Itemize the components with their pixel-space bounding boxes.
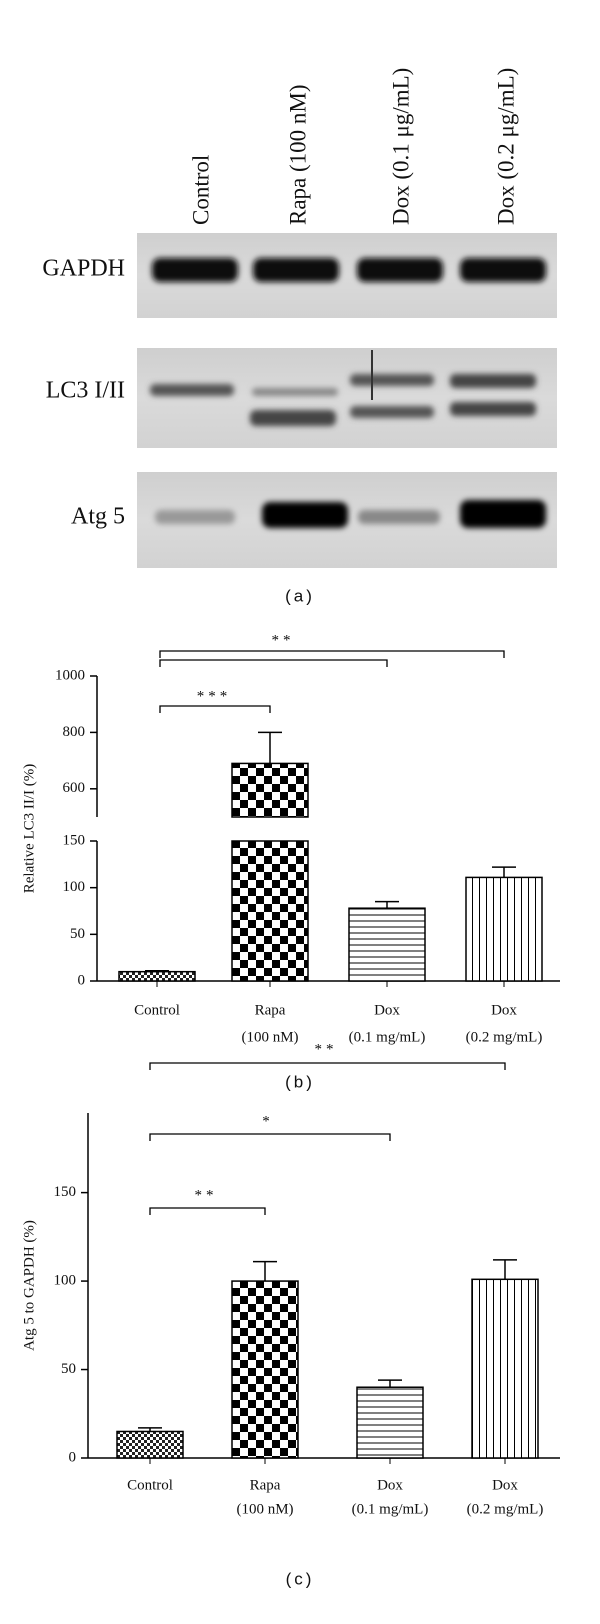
x-tick-label: (100 nM): [241, 1029, 298, 1045]
lane-label: Control: [188, 155, 213, 225]
error-bar: [138, 1427, 162, 1432]
x-tick-label: Rapa: [255, 1002, 286, 1018]
y-tick-label: 150: [63, 832, 86, 848]
y-tick-label: 600: [63, 780, 86, 796]
bar-chart: 0 50 100 150 Atg 5 to GAPDH (%) Control Rapa (1…: [21, 1041, 560, 1588]
bar: [116, 1430, 184, 1459]
row-label: LC3 I/II: [46, 378, 125, 404]
error-bar: [378, 1379, 402, 1388]
significance-bracket: [159, 659, 388, 667]
x-tick-label: (0.2 mg/mL): [466, 1029, 543, 1045]
error-bar: [492, 866, 516, 878]
bar: [118, 970, 196, 982]
bar: [348, 907, 426, 982]
error-bar: [145, 969, 169, 972]
x-tick-label: Control: [134, 1002, 180, 1018]
panel-caption: (a): [285, 586, 315, 605]
bar: [231, 1280, 299, 1459]
significance-label: *: [262, 1113, 274, 1129]
western-blot: [137, 233, 557, 568]
y-tick-label: 1000: [55, 667, 85, 683]
significance-label: **: [272, 632, 295, 648]
bar: [356, 1386, 424, 1459]
x-tick-label: Dox: [491, 1002, 517, 1018]
significance-bracket: [149, 1207, 266, 1215]
y-tick-label: 0: [69, 1449, 77, 1465]
y-tick-label: 50: [70, 926, 85, 942]
significance-bracket: [149, 1062, 506, 1070]
y-tick-label: 800: [63, 724, 86, 740]
x-tick-label: Dox: [374, 1002, 400, 1018]
y-tick-label: 50: [61, 1361, 76, 1377]
significance-bracket: [159, 650, 505, 658]
bar-chart: 0 50 100 150 600 800 1000 Relative LC3 II/I (%)…: [21, 632, 560, 1091]
lane-label: Rapa (100 nM): [285, 84, 310, 225]
x-tick-label: Control: [127, 1477, 173, 1493]
x-tick-label: Dox: [492, 1477, 518, 1493]
bar: [231, 762, 309, 818]
y-axis-label: Relative LC3 II/I (%): [21, 764, 37, 894]
significance-label: **: [315, 1041, 338, 1057]
significance-label: **: [195, 1187, 218, 1203]
panel-caption: (c): [286, 1569, 315, 1588]
y-tick-label: 100: [63, 879, 86, 895]
significance-bracket: [149, 1133, 391, 1141]
bar: [231, 840, 309, 982]
bar: [471, 1278, 539, 1459]
bar: [465, 876, 543, 982]
lane-label: Dox (0.2 μg/mL): [493, 68, 518, 225]
y-axis-label: Atg 5 to GAPDH (%): [21, 1220, 37, 1351]
y-tick-label: 150: [54, 1184, 77, 1200]
error-bar: [375, 900, 399, 909]
panel-caption: (b): [285, 1072, 315, 1091]
x-tick-label: (0.1 mg/mL): [349, 1029, 426, 1045]
x-tick-label: (0.1 mg/mL): [352, 1501, 429, 1517]
x-tick-label: Dox: [377, 1477, 403, 1493]
x-tick-label: (0.2 mg/mL): [467, 1501, 544, 1517]
y-tick-label: 100: [54, 1273, 77, 1289]
error-bar: [253, 1260, 277, 1282]
bands: [150, 258, 546, 528]
error-bar: [493, 1259, 517, 1280]
x-tick-label: Rapa: [250, 1477, 281, 1493]
significance-label: ***: [197, 688, 232, 704]
x-tick-label: (100 nM): [236, 1501, 293, 1517]
row-label: Atg 5: [71, 504, 125, 530]
blot-strip: [137, 348, 557, 448]
error-bar: [258, 731, 282, 764]
lane-label: Dox (0.1 μg/mL): [388, 68, 413, 225]
y-tick-label: 0: [78, 972, 86, 988]
significance-bracket: [159, 705, 271, 713]
row-label: GAPDH: [42, 256, 125, 282]
